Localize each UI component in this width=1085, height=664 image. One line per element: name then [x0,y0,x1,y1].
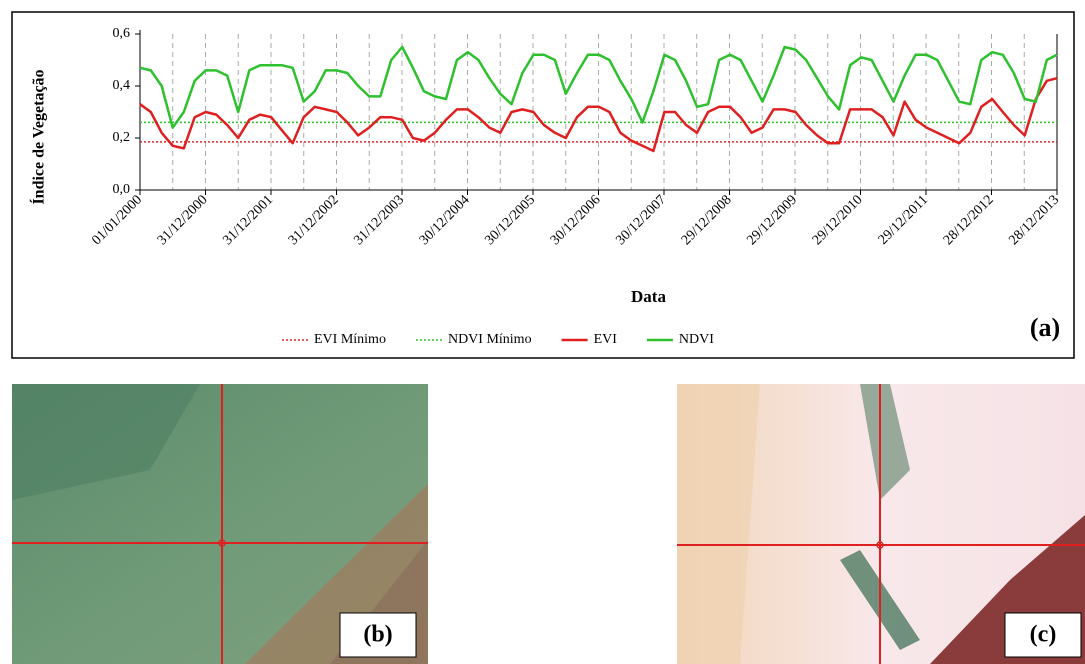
label-box [1004,612,1082,658]
image-patch [860,384,910,500]
image-patch [12,384,200,500]
legend-label: EVI Mínimo [314,332,386,347]
y-axis-label: Índice de Vegetação [29,69,48,204]
x-axis-label: Data [631,287,666,306]
image-patch [677,384,760,664]
legend-label: EVI [594,332,618,347]
image-label: (c) [1030,622,1057,648]
image-c: (c) [677,384,1085,664]
image-label: (b) [363,622,392,648]
series-line [139,76,1058,153]
y-tick-label: 0,0 [113,182,131,197]
y-tick-label: 0,4 [113,78,131,93]
label-box [339,612,417,658]
crosshair-center [876,541,884,549]
panel-label: (a) [1030,313,1060,342]
series-line [139,45,1058,129]
image-b: (b) [12,384,428,664]
crosshair-center [218,539,226,547]
y-tick-label: 0,2 [113,130,131,145]
legend-label: NDVI Mínimo [448,332,532,347]
panel-frame [11,11,1075,359]
legend-label: NDVI [679,332,714,347]
y-tick-label: 0,6 [113,26,131,41]
